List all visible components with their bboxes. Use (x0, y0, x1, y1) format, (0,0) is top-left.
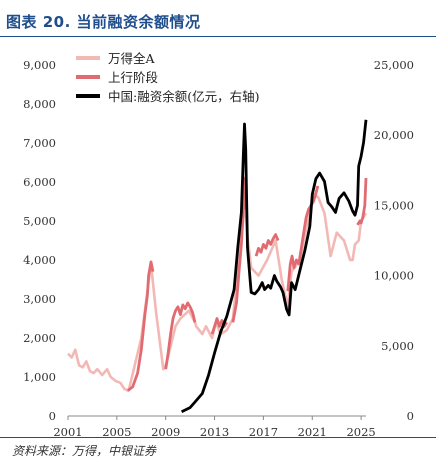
series-uptrend-segment (126, 260, 155, 392)
x-tick-label: 2025 (346, 425, 375, 439)
source-note: 资料来源：万得，中银证券 (12, 444, 157, 458)
y-right-tick-label: 0 (407, 409, 414, 423)
y-left-tick-label: 5,000 (23, 214, 56, 228)
chart-title: 图表 20. 当前融资余额情况 (6, 13, 201, 31)
chart-area: 0 1,000 2,000 3,000 4,000 5,000 6,000 7,000 8,00… (23, 51, 414, 439)
y-left-tick-label: 4,000 (23, 253, 56, 267)
y-left-tick-label: 8,000 (23, 97, 56, 111)
y-right-tick-label: 10,000 (374, 269, 414, 283)
legend-item-all-a-label: 万得全A (108, 51, 156, 66)
bottom-rule (0, 437, 436, 438)
legend-item-uptrend-label: 上行阶段 (108, 70, 158, 85)
x-tick-label: 2017 (249, 425, 278, 439)
series-uptrend-segment (254, 233, 280, 257)
series-uptrend-segment (356, 178, 368, 226)
series-margin-balance-line (180, 119, 368, 414)
top-rule (0, 36, 436, 37)
y-left-tick-label: 2,000 (23, 331, 56, 345)
y-left-tick-label: 1,000 (23, 370, 56, 384)
y-left-tick-label: 9,000 (23, 58, 56, 72)
x-tick-label: 2005 (102, 425, 131, 439)
y-right-tick-label: 5,000 (381, 339, 414, 353)
y-right-tick-label: 15,000 (374, 198, 414, 212)
legend-item-margin-balance-label: 中国:融资余额(亿元，右轴) (108, 89, 259, 104)
y-right-tick-label: 20,000 (374, 128, 414, 142)
plot (67, 119, 368, 414)
series-uptrend-segment (231, 176, 247, 323)
axes: 0 1,000 2,000 3,000 4,000 5,000 6,000 7,000 8,00… (23, 58, 414, 439)
x-tick-label: 2009 (151, 425, 180, 439)
x-tick-label: 2013 (200, 425, 229, 439)
y-left-tick-label: 7,000 (23, 136, 56, 150)
y-left-tick-label: 6,000 (23, 175, 56, 189)
y-right-tick-label: 25,000 (374, 58, 414, 72)
y-left-tick-label: 0 (49, 409, 56, 423)
y-left-tick-label: 3,000 (23, 292, 56, 306)
x-tick-label: 2001 (53, 425, 82, 439)
series-uptrend-segment (164, 301, 197, 370)
series-all-a-line (67, 192, 368, 392)
x-tick-label: 2021 (298, 425, 327, 439)
